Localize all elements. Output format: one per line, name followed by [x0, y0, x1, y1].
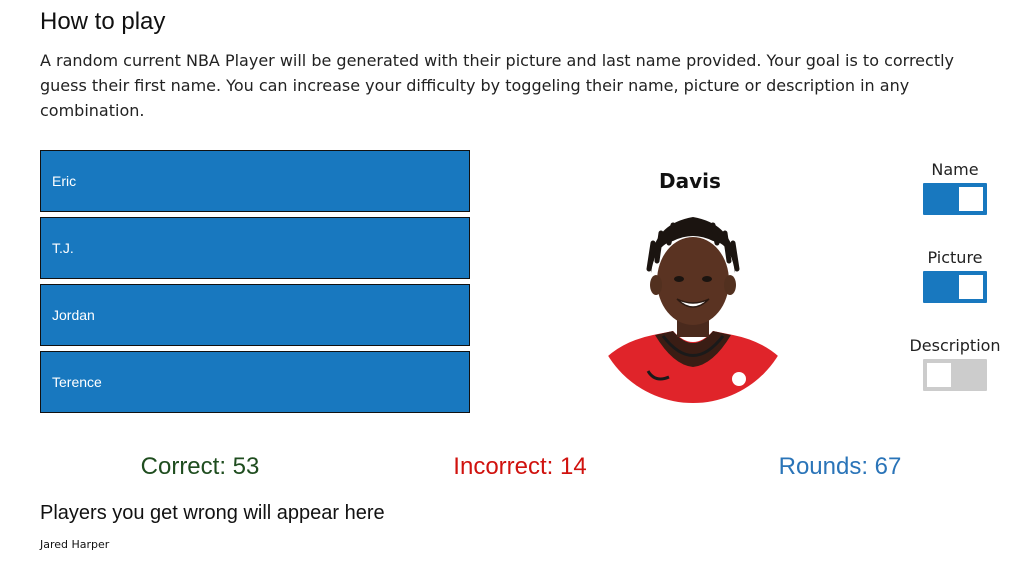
choice-button-1[interactable]: Eric: [40, 150, 470, 212]
toggle-name-label: Name: [931, 160, 979, 179]
toggle-description-label: Description: [909, 336, 1001, 355]
toggle-name-group: Name: [900, 160, 1010, 215]
toggle-description-switch[interactable]: [923, 359, 987, 391]
wrong-players-heading: Players you get wrong will appear here: [40, 502, 385, 524]
player-headshot-icon: [593, 203, 793, 403]
player-portrait: [593, 203, 793, 403]
toggle-picture-label: Picture: [927, 248, 983, 267]
correct-count: Correct: 53: [140, 453, 260, 480]
answer-choices: Eric T.J. Jordan Terence: [40, 150, 470, 418]
wrong-player-item: Jared Harper: [40, 538, 110, 551]
toggle-picture-switch[interactable]: [923, 271, 987, 303]
choice-button-3[interactable]: Jordan: [40, 284, 470, 346]
switch-knob: [959, 187, 983, 211]
toggle-picture-group: Picture: [900, 248, 1010, 303]
incorrect-count: Incorrect: 14: [453, 453, 587, 480]
wrong-players-list: Jared Harper: [40, 538, 109, 551]
instructions-text: A random current NBA Player will be gene…: [40, 51, 954, 120]
toggle-description-group: Description: [900, 336, 1010, 391]
choice-button-2[interactable]: T.J.: [40, 217, 470, 279]
player-last-name: Davis: [659, 169, 721, 193]
choice-button-4[interactable]: Terence: [40, 351, 470, 413]
how-to-play-title: How to play: [40, 8, 166, 35]
rounds-count: Rounds: 67: [778, 453, 902, 480]
switch-knob: [959, 275, 983, 299]
toggle-name-switch[interactable]: [923, 183, 987, 215]
switch-knob: [927, 363, 951, 387]
